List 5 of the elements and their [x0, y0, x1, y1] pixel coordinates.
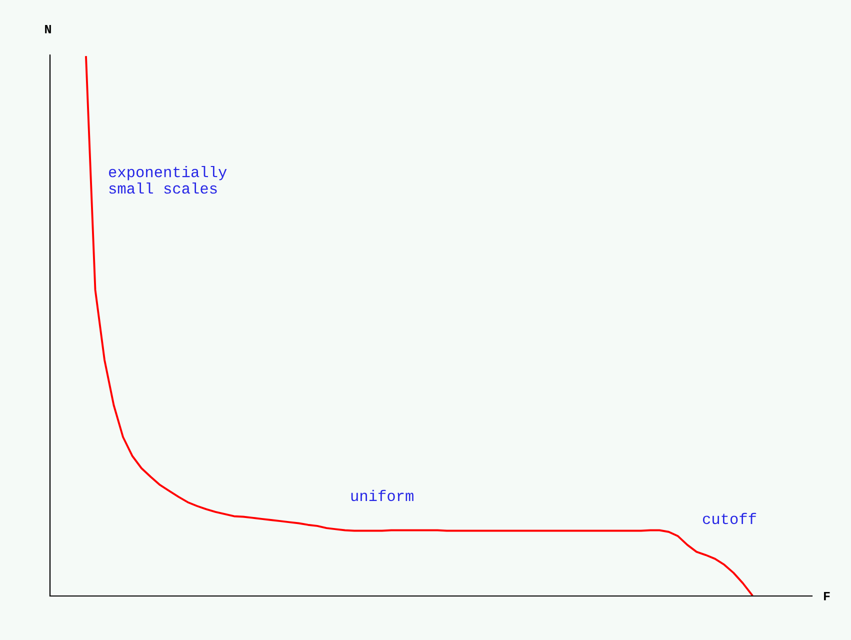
annotation: uniform — [351, 490, 414, 502]
annotation: exponentially small scales — [108, 166, 227, 194]
text: F — [824, 592, 830, 600]
annotation: cutoff — [702, 512, 756, 524]
y-axis-title: N — [45, 25, 51, 34]
